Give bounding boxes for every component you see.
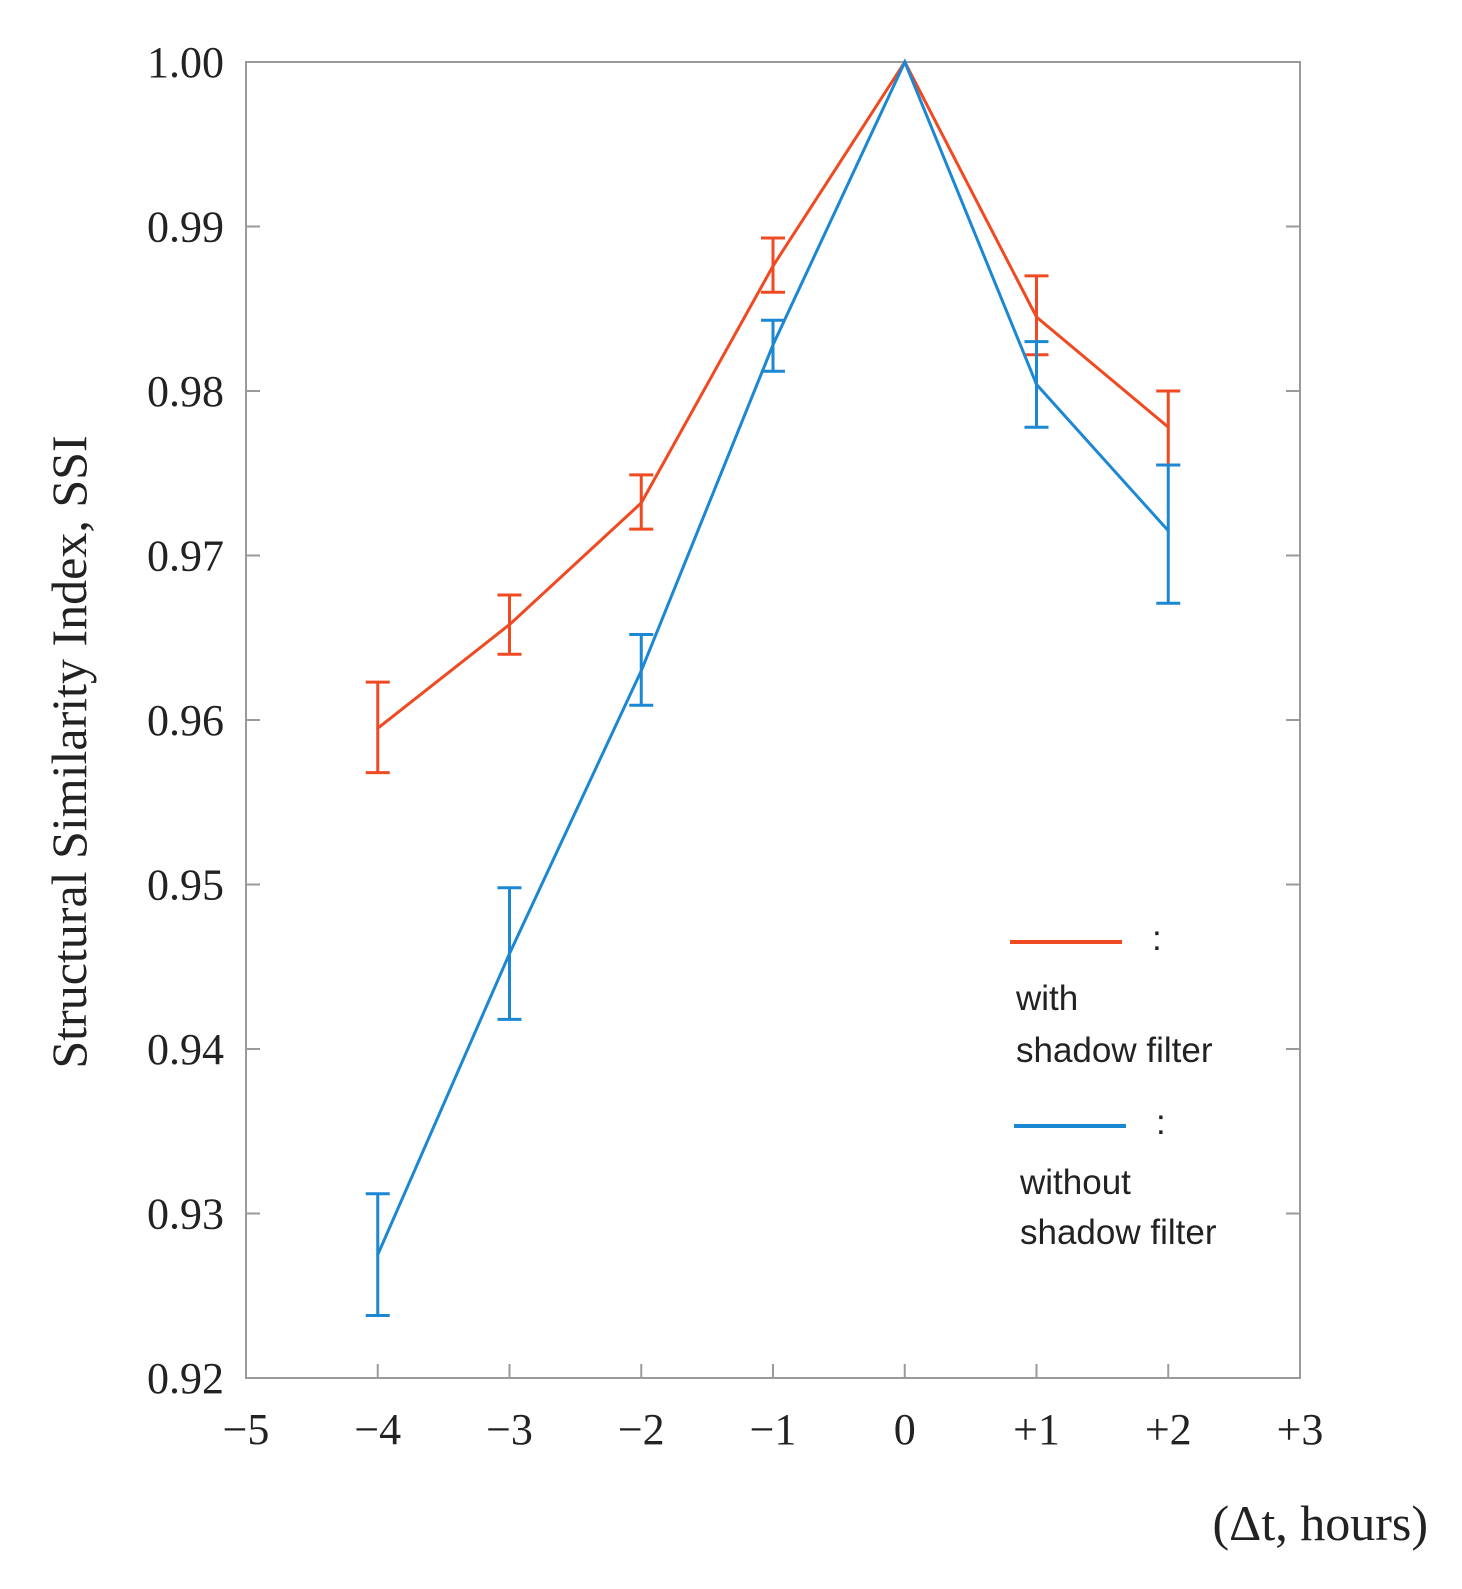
y-tick-label: 0.97	[147, 532, 224, 581]
y-axis-title: Structural Similarity Index, SSI	[41, 435, 97, 1068]
series-layer	[365, 58, 1181, 1317]
x-tick-label: −3	[486, 1405, 533, 1454]
y-axis: 0.92 0.93 0.94 0.95 0.96 0.97 0.98 0.99 1.00	[147, 38, 1300, 1403]
x-axis-title: (Δt, hours)	[1213, 1495, 1428, 1551]
legend-colon: :	[1156, 1103, 1166, 1142]
data-point-without-shadow-filter	[771, 343, 775, 347]
x-tick-label: −4	[354, 1405, 401, 1454]
legend-colon: :	[1152, 919, 1162, 958]
y-tick-label: 0.94	[147, 1025, 224, 1074]
data-point-without-shadow-filter	[903, 60, 907, 64]
legend: : with shadow filter : without shadow fi…	[1010, 919, 1217, 1252]
series-line-with-shadow-filter	[376, 59, 1170, 730]
y-tick-label: 0.96	[147, 696, 224, 745]
data-point-with-shadow-filter	[1166, 425, 1170, 429]
x-tick-label: +1	[1013, 1405, 1060, 1454]
y-tick-label: 1.00	[147, 38, 224, 87]
data-point-with-shadow-filter	[639, 501, 643, 505]
data-point-without-shadow-filter	[376, 1253, 380, 1257]
x-tick-label: −2	[618, 1405, 665, 1454]
x-tick-label: −5	[223, 1405, 270, 1454]
data-point-without-shadow-filter	[1166, 529, 1170, 533]
legend-label-with-shadow-filter-line1: with	[1015, 979, 1078, 1018]
data-point-with-shadow-filter	[1035, 315, 1038, 319]
x-tick-label: −1	[750, 1405, 797, 1454]
data-point-with-shadow-filter	[508, 623, 511, 627]
x-axis: −5 −4 −3 −2 −1 0 +1 +2 +3	[223, 1364, 1324, 1454]
x-tick-label: 0	[894, 1405, 916, 1454]
y-tick-label: 0.92	[147, 1354, 224, 1403]
y-tick-label: 0.98	[147, 367, 224, 416]
legend-label-with-shadow-filter-line2: shadow filter	[1016, 1031, 1213, 1070]
legend-label-without-shadow-filter-line1: without	[1019, 1163, 1131, 1202]
data-point-with-shadow-filter	[771, 264, 775, 268]
legend-label-without-shadow-filter-line2: shadow filter	[1020, 1213, 1217, 1252]
x-tick-label: +2	[1145, 1405, 1192, 1454]
x-tick-label: +3	[1277, 1405, 1324, 1454]
y-tick-label: 0.93	[147, 1190, 224, 1239]
data-point-without-shadow-filter	[508, 952, 511, 956]
data-point-without-shadow-filter	[639, 669, 643, 673]
y-tick-label: 0.99	[147, 203, 224, 252]
data-point-without-shadow-filter	[1035, 382, 1038, 386]
y-tick-label: 0.95	[147, 861, 224, 910]
data-point-with-shadow-filter	[376, 726, 380, 730]
